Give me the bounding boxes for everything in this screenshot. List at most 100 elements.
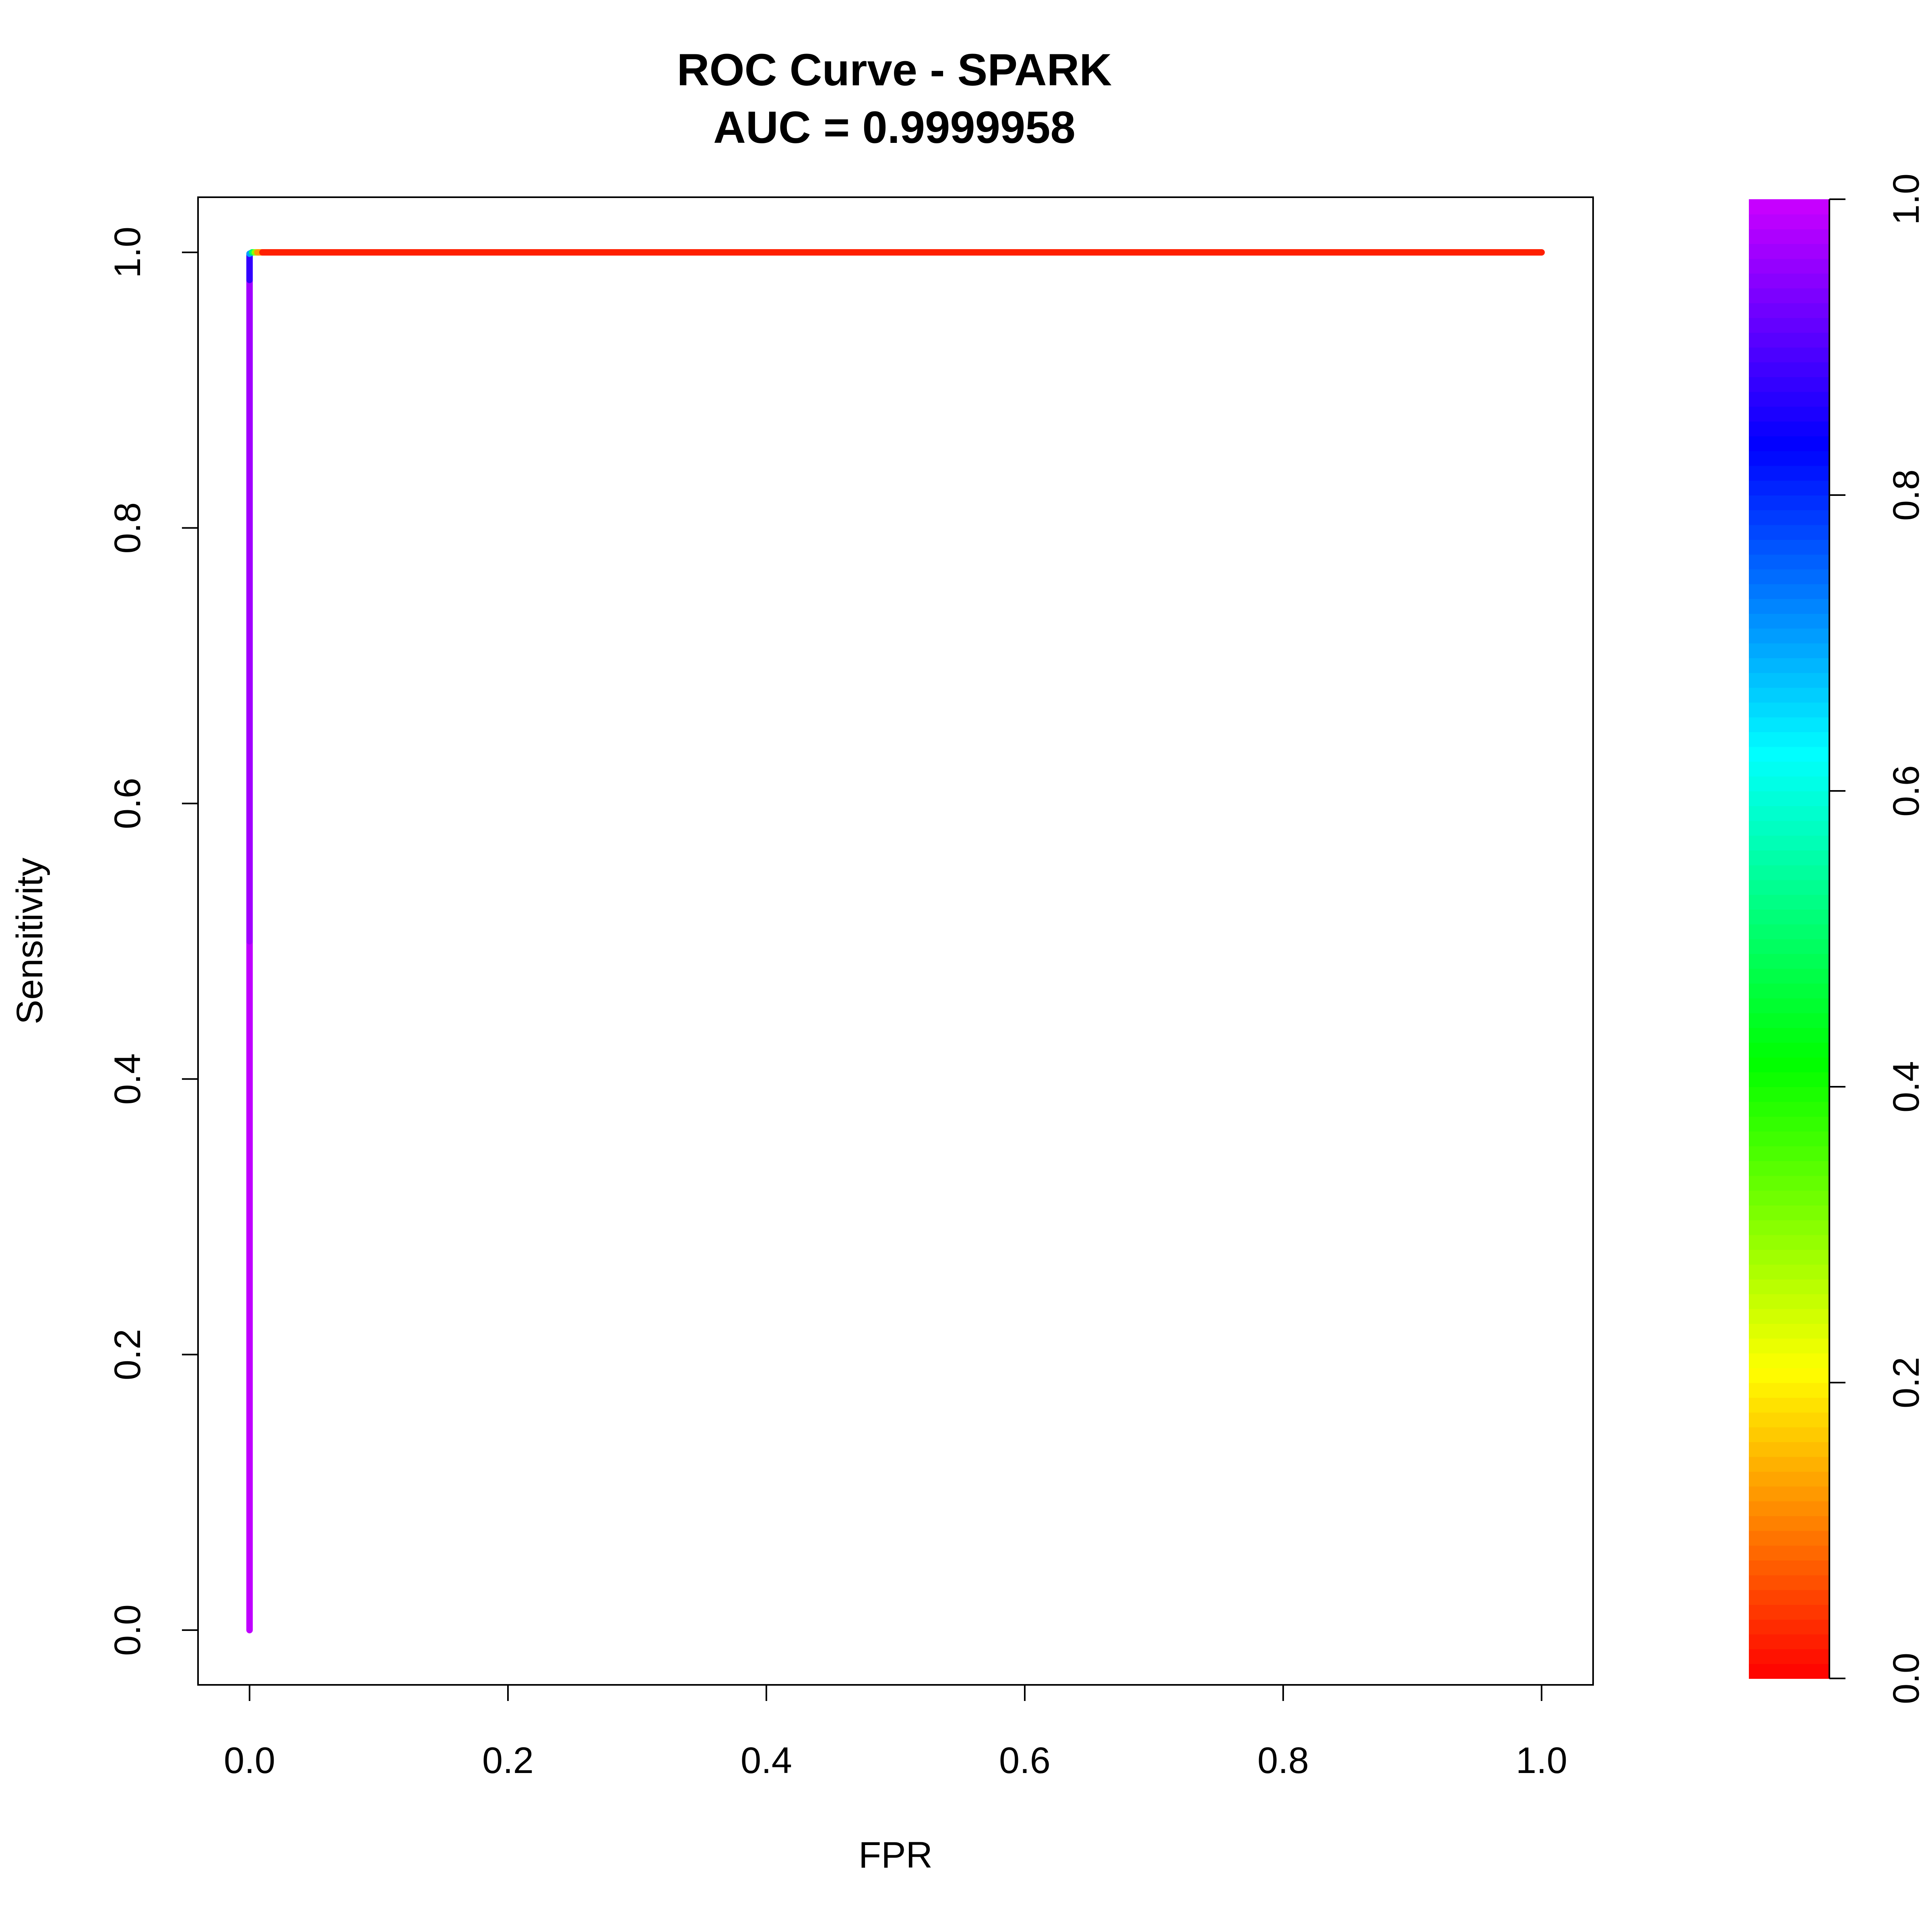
y-tick-label: 0.8 bbox=[107, 502, 148, 554]
colorbar-band bbox=[1749, 1131, 1829, 1146]
colorbar: 0.0 0.2 0.4 0.6 0.8 1.0 bbox=[1749, 173, 1927, 1704]
colorbar-tick-label: 0.2 bbox=[1886, 1357, 1927, 1408]
colorbar-band bbox=[1749, 628, 1829, 644]
colorbar-band bbox=[1749, 1323, 1829, 1339]
colorbar-band bbox=[1749, 1087, 1829, 1102]
colorbar-band bbox=[1749, 199, 1829, 215]
chart-title: ROC Curve - SPARK bbox=[677, 45, 1112, 95]
colorbar-band bbox=[1749, 1234, 1829, 1250]
colorbar-band bbox=[1749, 1101, 1829, 1117]
colorbar-band bbox=[1749, 480, 1829, 495]
colorbar-band bbox=[1749, 673, 1829, 688]
plot-frame bbox=[197, 196, 1594, 1686]
colorbar-band bbox=[1749, 288, 1829, 303]
colorbar-band bbox=[1749, 1294, 1829, 1309]
y-axis-label: Sensitivity bbox=[9, 858, 50, 1024]
colorbar-band bbox=[1749, 1501, 1829, 1516]
colorbar-band bbox=[1749, 1175, 1829, 1191]
colorbar-band bbox=[1749, 805, 1829, 821]
colorbar-band bbox=[1749, 599, 1829, 614]
colorbar-band bbox=[1749, 835, 1829, 850]
colorbar-band bbox=[1749, 761, 1829, 777]
colorbar-band bbox=[1749, 820, 1829, 836]
colorbar-band bbox=[1749, 1619, 1829, 1635]
colorbar-band bbox=[1749, 495, 1829, 510]
x-tick-label: 0.6 bbox=[999, 1740, 1051, 1781]
colorbar-band bbox=[1749, 450, 1829, 466]
colorbar-band bbox=[1749, 702, 1829, 718]
colorbar-band bbox=[1749, 1013, 1829, 1028]
colorbar-band bbox=[1749, 1634, 1829, 1649]
colorbar-band bbox=[1749, 983, 1829, 999]
colorbar-band bbox=[1749, 1338, 1829, 1354]
chart-subtitle: AUC = 0.9999958 bbox=[713, 102, 1075, 153]
colorbar-band bbox=[1749, 1249, 1829, 1265]
colorbar-band bbox=[1749, 1530, 1829, 1546]
colorbar-band bbox=[1749, 1309, 1829, 1324]
y-tick-label: 0.4 bbox=[107, 1053, 148, 1105]
colorbar-band bbox=[1749, 998, 1829, 1013]
colorbar-band bbox=[1749, 1383, 1829, 1398]
x-tick-label: 0.8 bbox=[1257, 1740, 1309, 1781]
y-tick-label: 0.0 bbox=[107, 1604, 148, 1656]
x-tick-label: 0.4 bbox=[741, 1740, 792, 1781]
colorbar-band bbox=[1749, 1116, 1829, 1132]
colorbar-band bbox=[1749, 658, 1829, 673]
colorbar-band bbox=[1749, 1456, 1829, 1472]
colorbar-band bbox=[1749, 968, 1829, 984]
colorbar-band bbox=[1749, 318, 1829, 333]
colorbar-band bbox=[1749, 1190, 1829, 1205]
colorbar-band bbox=[1749, 1264, 1829, 1280]
colorbar-band bbox=[1749, 273, 1829, 289]
colorbar-band bbox=[1749, 1160, 1829, 1176]
colorbar-band bbox=[1749, 584, 1829, 599]
colorbar-band bbox=[1749, 894, 1829, 910]
colorbar-tick-label: 0.4 bbox=[1886, 1061, 1927, 1113]
colorbar-band bbox=[1749, 1279, 1829, 1294]
colorbar-band bbox=[1749, 1575, 1829, 1590]
colorbar-band bbox=[1749, 879, 1829, 895]
colorbar-band bbox=[1749, 1664, 1829, 1679]
colorbar-band bbox=[1749, 1486, 1829, 1501]
colorbar-band bbox=[1749, 1220, 1829, 1235]
roc-series bbox=[246, 249, 1545, 1633]
y-tick-label: 1.0 bbox=[107, 227, 148, 278]
colorbar-band bbox=[1749, 1205, 1829, 1220]
colorbar-band bbox=[1749, 1146, 1829, 1161]
colorbar-band bbox=[1749, 229, 1829, 244]
colorbar-band bbox=[1749, 1545, 1829, 1560]
x-axis: 0.0 0.2 0.4 0.6 0.8 1.0 bbox=[224, 1684, 1567, 1781]
colorbar-band bbox=[1749, 539, 1829, 555]
colorbar-tick-label: 0.6 bbox=[1886, 765, 1927, 817]
y-tick-label: 0.6 bbox=[107, 778, 148, 829]
colorbar-band bbox=[1749, 244, 1829, 259]
colorbar-tick-label: 0.8 bbox=[1886, 469, 1927, 521]
colorbar-band bbox=[1749, 214, 1829, 229]
colorbar-band bbox=[1749, 258, 1829, 274]
colorbar-band bbox=[1749, 377, 1829, 392]
colorbar-band bbox=[1749, 865, 1829, 880]
x-tick-label: 0.0 bbox=[224, 1740, 275, 1781]
colorbar-band bbox=[1749, 1515, 1829, 1531]
colorbar-band bbox=[1749, 465, 1829, 481]
colorbar-band bbox=[1749, 554, 1829, 570]
x-tick-label: 0.2 bbox=[482, 1740, 534, 1781]
colorbar-band bbox=[1749, 1368, 1829, 1383]
y-axis: 0.0 0.2 0.4 0.6 0.8 1.0 bbox=[107, 227, 199, 1656]
colorbar-band bbox=[1749, 1589, 1829, 1605]
colorbar-band bbox=[1749, 1412, 1829, 1428]
colorbar-band bbox=[1749, 332, 1829, 348]
colorbar-band bbox=[1749, 954, 1829, 969]
colorbar-band bbox=[1749, 746, 1829, 762]
colorbar-band bbox=[1749, 1028, 1829, 1043]
x-axis-label: FPR bbox=[859, 1835, 933, 1876]
colorbar-band bbox=[1749, 909, 1829, 925]
colorbar-band bbox=[1749, 524, 1829, 540]
colorbar-band bbox=[1749, 362, 1829, 377]
y-tick-label: 0.2 bbox=[107, 1329, 148, 1380]
colorbar-band bbox=[1749, 1649, 1829, 1664]
colorbar-band bbox=[1749, 391, 1829, 407]
colorbar-band bbox=[1749, 643, 1829, 658]
colorbar-band bbox=[1749, 406, 1829, 422]
